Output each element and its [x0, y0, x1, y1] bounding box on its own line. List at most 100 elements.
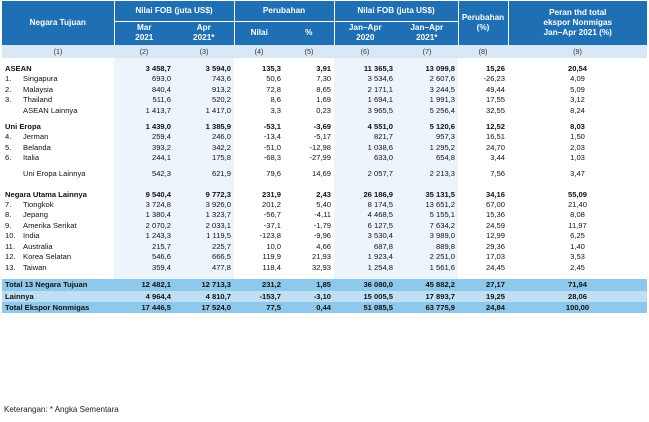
- value-cell: 0,23: [316, 105, 332, 115]
- total-name: Total 13 Negara Tujuan: [2, 278, 114, 291]
- value-cell: 231,9: [261, 189, 281, 199]
- index-cell: (7): [396, 45, 459, 58]
- value-cell: 1 380,4: [145, 210, 171, 220]
- value-cell: 3,44: [490, 153, 506, 163]
- index-cell: (4): [234, 45, 284, 58]
- header-janapr-2020: Jan–Apr 2020: [333, 21, 397, 45]
- value-cell: 2 607,6: [429, 74, 456, 84]
- value-cell: 32,55: [486, 105, 506, 115]
- group-row: Negara Utama Lainnya 9 540,4 9 772,3 231,9 2…: [2, 190, 647, 200]
- value-cell: 621,9: [211, 168, 231, 178]
- value-cell: 79,6: [266, 168, 281, 178]
- group-name: Negara Utama Lainnya: [5, 189, 87, 199]
- value-cell: -53,1: [263, 122, 281, 132]
- value-cell: 4 551,0: [367, 122, 394, 132]
- table-row: 6. Italia 244,1 175,8 -68,3 -27,99 633,0 654,8 3…: [2, 153, 647, 163]
- value-cell: 36 080,0: [334, 278, 397, 291]
- value-cell: 542,3: [151, 168, 171, 178]
- value-cell: 654,8: [436, 153, 456, 163]
- country-cell: 4. Jerman: [2, 132, 114, 142]
- value-cell: 8 174,5: [367, 200, 394, 210]
- row-number: 2.: [5, 84, 12, 94]
- value-cell: 2 171,1: [367, 84, 394, 94]
- country-cell: 9. Amerika Serikat: [2, 221, 114, 231]
- value-cell: 1,50: [570, 132, 585, 142]
- value-cell: 13 099,8: [425, 64, 456, 73]
- value-cell: 67,00: [486, 200, 506, 210]
- value-cell: 13 651,2: [425, 200, 456, 210]
- value-cell: 10,0: [266, 241, 281, 251]
- country-name: Jerman: [23, 132, 49, 142]
- value-cell: 0,44: [284, 301, 335, 313]
- header-perubahan-pct: Perubahan (%): [457, 1, 509, 45]
- value-cell: 6,25: [570, 231, 585, 241]
- value-cell: 8,03: [570, 122, 585, 132]
- value-cell: 77,5: [234, 301, 284, 313]
- country-name: India: [23, 231, 40, 241]
- table-row: 8. Jepang 1 380,4 1 323,7 -56,7 -4,11 4 468,5 5…: [2, 210, 647, 220]
- value-cell: 34,16: [486, 189, 506, 199]
- value-cell: 21,93: [312, 252, 332, 262]
- value-cell: -5,17: [313, 132, 332, 142]
- row-number: 8.: [5, 210, 12, 220]
- country-name: Thailand: [23, 95, 53, 105]
- table-row: 4. Jerman 259,4 246,0 -13,4 -5,17 821,7 957,3 16…: [2, 132, 647, 142]
- table-row: 5. Belanda 393,2 342,2 -51,0 -12,98 1 038,6 1 2…: [2, 143, 647, 153]
- country-name: Korea Selatan: [23, 252, 72, 262]
- value-cell: 244,1: [151, 153, 171, 163]
- country-name: Taiwan: [23, 262, 47, 272]
- value-cell: 15,26: [486, 64, 506, 73]
- value-cell: 21,40: [568, 200, 588, 210]
- header-perubahan: Perubahan: [233, 1, 335, 22]
- value-cell: -3,69: [313, 122, 332, 132]
- country-cell: Uni Eropa Lainnya: [2, 164, 114, 184]
- header-peran: Peran thd total ekspor Nonmigas Jan–Apr 20…: [507, 1, 648, 45]
- value-cell: 821,7: [374, 132, 394, 142]
- value-cell: 175,8: [211, 153, 231, 163]
- value-cell: 359,4: [151, 262, 171, 272]
- value-cell: 743,6: [211, 74, 231, 84]
- value-cell: 50,6: [266, 74, 281, 84]
- value-cell: 12,52: [486, 122, 506, 132]
- value-cell: 3,91: [316, 64, 332, 73]
- value-cell: 225,7: [211, 241, 231, 251]
- value-cell: 16,51: [486, 132, 506, 142]
- value-cell: -56,7: [263, 210, 281, 220]
- table-body: (1) (2) (3) (4) (5) (6) (7) (8) (9) ASEA…: [2, 45, 648, 313]
- row-number: 7.: [5, 200, 12, 210]
- value-cell: 12 713,3: [174, 278, 234, 291]
- value-cell: 8,6: [270, 95, 281, 105]
- value-cell: 3,12: [570, 95, 585, 105]
- value-cell: 1 694,1: [367, 95, 394, 105]
- value-cell: 4,09: [570, 74, 585, 84]
- header-nilai: Nilai: [233, 21, 284, 45]
- country-cell: 2. Malaysia: [2, 85, 114, 95]
- value-cell: 3 458,7: [145, 64, 171, 73]
- value-cell: -68,3: [263, 153, 281, 163]
- table-row: 12. Korea Selatan 546,6 666,5 119,9 21,93 1 92…: [2, 252, 647, 262]
- value-cell: 1 119,5: [206, 231, 231, 241]
- country-cell: 10. India: [2, 231, 114, 241]
- value-cell: 8,24: [570, 105, 585, 115]
- value-cell: 17 524,0: [174, 301, 234, 313]
- value-cell: 51 085,5: [334, 301, 397, 313]
- value-cell: 11 365,3: [363, 64, 394, 73]
- value-cell: 9 772,3: [205, 189, 231, 199]
- value-cell: 45 882,2: [396, 278, 459, 291]
- value-cell: 1 923,4: [367, 252, 394, 262]
- value-cell: 3,53: [570, 252, 585, 262]
- row-number: 9.: [5, 220, 12, 230]
- country-name: Singapura: [23, 74, 58, 84]
- value-cell: 3 724,8: [145, 200, 171, 210]
- index-row: (1) (2) (3) (4) (5) (6) (7) (8) (9): [2, 45, 648, 58]
- country-name: Uni Eropa Lainnya: [23, 168, 86, 178]
- value-cell: 15,36: [486, 210, 506, 220]
- header-pct: %: [284, 21, 335, 45]
- index-cell: (3): [174, 45, 234, 58]
- value-cell: 201,2: [261, 200, 281, 210]
- value-cell: 687,8: [374, 241, 394, 251]
- value-cell: 1,03: [570, 153, 585, 163]
- value-cell: 3,47: [570, 168, 585, 178]
- value-cell: 840,4: [151, 84, 171, 94]
- value-cell: -1,79: [313, 220, 332, 230]
